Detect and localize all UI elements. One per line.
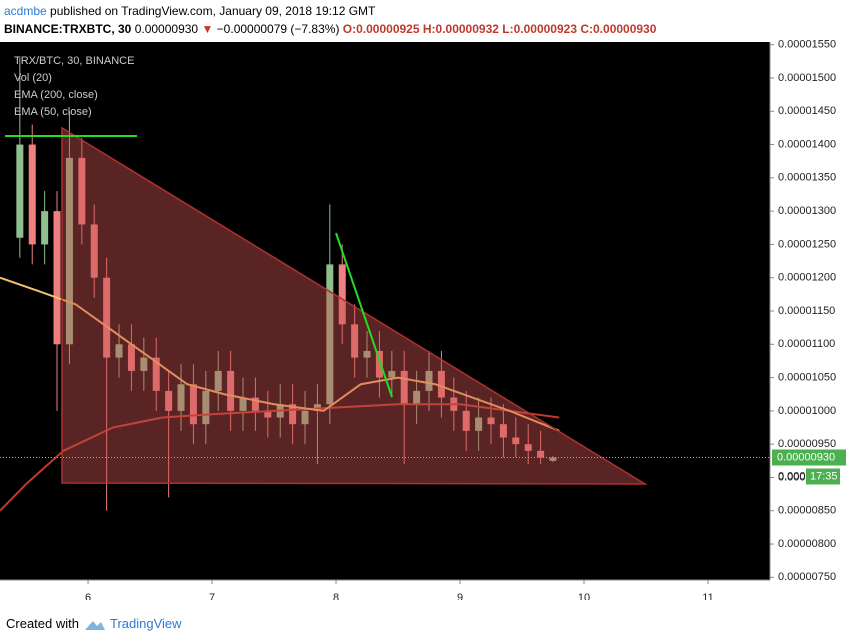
change: −0.00000079 (−7.83%) [216, 22, 340, 36]
triangle-drawing[interactable] [61, 126, 648, 485]
x-tick-label: 7 [209, 592, 215, 600]
candle-body [165, 390, 173, 411]
candle-body [301, 410, 309, 425]
trend-line[interactable] [335, 232, 393, 398]
high: H:0.00000932 [422, 22, 499, 36]
candle-body [78, 157, 86, 225]
candle-body [189, 384, 197, 425]
logo [84, 620, 105, 630]
candle-body [499, 424, 507, 438]
candle-body [338, 264, 346, 325]
candle-body [127, 344, 135, 371]
x-tick-label: 9 [457, 592, 463, 600]
y-tick-label: 0.00000850 [778, 505, 836, 517]
plot-bg [0, 42, 770, 580]
candle-body [251, 397, 259, 411]
y-tick-label: 0.00000800 [778, 538, 836, 550]
symbol: BINANCE:TRXBTC, 30 [4, 22, 132, 36]
arrow: ▼ [201, 22, 214, 36]
footer-created: Created with [6, 616, 79, 631]
candle-body [41, 211, 49, 245]
y-tick-label: 0.00001550 [778, 39, 836, 51]
legend-entry: EMA (50, close) [14, 106, 92, 118]
legend-volume: Vol (20) [14, 72, 52, 84]
countdown-badge [806, 468, 840, 485]
candle-body [214, 370, 222, 391]
candle-body [140, 357, 148, 371]
candle-body [227, 370, 235, 411]
y-tick-label: 0.00001000 [778, 405, 836, 417]
y-tick-label: 0.00001050 [778, 371, 836, 383]
footer-brand[interactable]: TradingView [110, 616, 182, 631]
candle-body [103, 277, 111, 358]
ema-line [0, 276, 560, 432]
x-tick-label: 11 [702, 592, 713, 600]
candle-body [326, 264, 334, 405]
candle-body [351, 324, 359, 358]
chart: TRX/BTC, 30, BINANCE Vol (20) 0.00001550… [0, 39, 846, 600]
candle-body [475, 417, 483, 431]
y-tick-label: 0.00001100 [778, 338, 835, 350]
candle-body [388, 370, 396, 378]
y-tick-label: 0.00001350 [778, 172, 836, 184]
y-tick-label: 0.00001500 [778, 72, 836, 84]
candle-body [512, 437, 520, 445]
candle-body [90, 224, 98, 278]
y-tick-label: 0.00001150 [778, 305, 835, 317]
y-tick-label: 0.00001250 [778, 238, 836, 250]
candle-body [413, 390, 421, 405]
author[interactable]: acdmbe [4, 4, 47, 18]
countdown: 17:35 [810, 470, 838, 482]
candle-body [65, 157, 73, 345]
candle-body [239, 397, 247, 411]
candle-body [537, 450, 545, 458]
low: L:0.00000923 [502, 22, 577, 36]
y-tick-label: 0.00000950 [778, 438, 836, 450]
candle-body [400, 370, 408, 405]
candle-body [487, 417, 495, 425]
y-tick-label: 0.00001200 [778, 272, 836, 284]
candle-body [53, 211, 61, 345]
candle-body [152, 357, 160, 391]
partial-label: 0.000 [778, 470, 806, 482]
candle-body [524, 444, 532, 451]
x-tick-label: 10 [578, 592, 590, 600]
x-tick-label: 8 [333, 592, 339, 600]
candle-body [425, 370, 433, 391]
legend-entry: EMA (200, close) [14, 89, 98, 101]
header-line: acdmbe published on TradingView.com, Jan… [4, 4, 375, 18]
candle-body [202, 390, 210, 425]
open: O:0.00000925 [342, 22, 420, 36]
candle-body [549, 457, 557, 461]
quote-line: BINANCE:TRXBTC, 30 0.00000930 ▼ −0.00000… [4, 22, 656, 36]
candle-body [437, 370, 445, 398]
price-badge-label: 0.00000930 [777, 451, 835, 463]
candle-body [375, 350, 383, 378]
price: 0.00000930 [134, 22, 199, 36]
candle-body [264, 410, 272, 418]
y-tick-label: 0.00000750 [778, 571, 836, 583]
close: C:0.00000930 [580, 22, 657, 36]
candle-body [115, 344, 123, 358]
y-tick-label: 0.00001450 [778, 105, 836, 117]
candle-body [28, 144, 36, 245]
y-tick-label: 0.00001300 [778, 205, 836, 217]
candle-body [16, 144, 24, 238]
published: published on TradingView.com, January 09… [50, 4, 376, 18]
candle-body [177, 384, 185, 411]
candle-body [363, 350, 371, 358]
price-badge [772, 449, 846, 466]
candle-body [462, 410, 470, 431]
footer: Created with TradingView [6, 616, 182, 632]
y-tick-label: 0.00001400 [778, 138, 836, 150]
x-tick-label: 6 [85, 592, 91, 600]
legend-symbol: TRX/BTC, 30, BINANCE [14, 55, 134, 67]
ema-line [0, 403, 560, 512]
candle-body [289, 404, 297, 425]
